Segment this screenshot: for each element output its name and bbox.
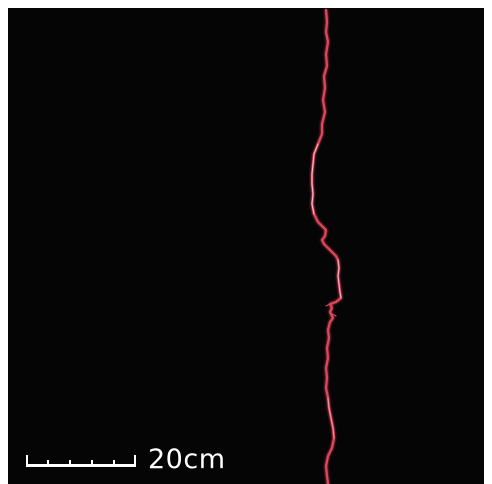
scale-tick — [26, 455, 28, 467]
crack-trace — [310, 8, 343, 484]
scale-bar: 20cm — [26, 445, 226, 475]
scale-ruler — [26, 453, 136, 467]
crack-highlight — [311, 143, 319, 215]
scale-tick — [91, 460, 93, 467]
scale-tick — [69, 460, 71, 467]
image-frame: 20cm — [8, 8, 484, 484]
scale-tick — [113, 460, 115, 467]
scale-tick — [47, 460, 49, 467]
crack-highlight — [327, 397, 335, 439]
crack-branch — [325, 303, 337, 317]
scale-ruler-base — [26, 464, 136, 467]
crack-highlight — [337, 259, 342, 299]
scale-tick — [134, 455, 136, 467]
scale-label: 20cm — [148, 444, 226, 475]
crack-line — [310, 8, 343, 484]
